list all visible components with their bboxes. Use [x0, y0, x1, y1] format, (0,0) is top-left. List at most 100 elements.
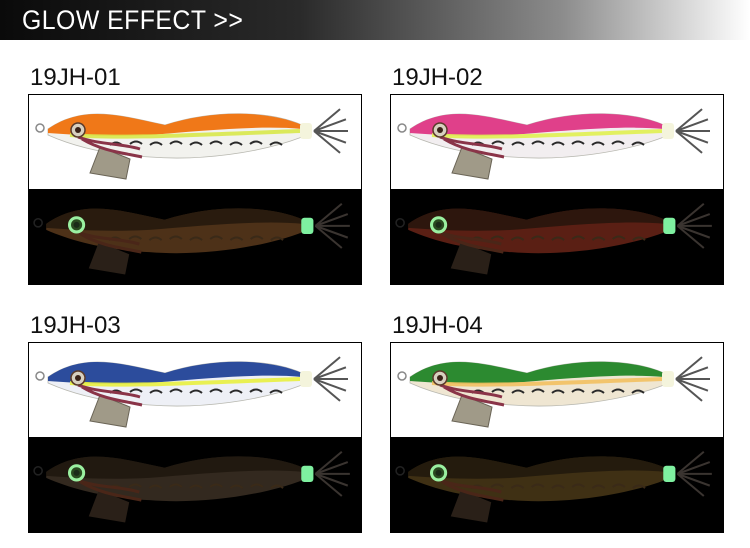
lure-marking	[551, 141, 565, 146]
lure-marking	[229, 389, 243, 394]
lure-marking	[632, 484, 646, 489]
squid-hook-spike	[313, 378, 341, 402]
lure-marking	[148, 484, 163, 489]
feather-fin	[438, 478, 504, 502]
lure-marking	[229, 236, 244, 241]
squid-hook-spike	[676, 473, 705, 497]
lure-marking	[591, 484, 606, 489]
sinker-weight	[451, 146, 493, 180]
squid-hook-spike	[314, 225, 343, 249]
lure-marking	[571, 140, 585, 145]
lure-back	[48, 361, 302, 384]
lure-glow-photo	[28, 437, 362, 533]
squid-hook-spike	[313, 130, 341, 154]
eye-pupil	[435, 221, 442, 228]
line-eye-ring	[395, 218, 405, 228]
glow-tail-band	[301, 465, 314, 482]
squid-hook-spike	[314, 202, 343, 227]
squid-hook-spike	[313, 108, 341, 132]
lure-marking	[149, 389, 163, 394]
lure-marking	[189, 484, 203, 489]
squid-hook-spike	[676, 450, 705, 475]
squid-hook-spike	[315, 224, 349, 239]
squid-hook-spike	[676, 202, 705, 227]
banner-title: GLOW EFFECT >>	[22, 5, 244, 35]
sinker-weight	[88, 490, 130, 523]
feather-fin	[77, 135, 143, 159]
lure-marking	[169, 140, 183, 145]
lure-marking	[169, 388, 183, 393]
feather-fin	[439, 135, 505, 159]
lure-marking	[209, 483, 223, 488]
lure-stripe	[69, 377, 301, 387]
eye-pupil	[437, 375, 443, 381]
line-eye-ring	[397, 123, 407, 133]
lure-marking	[209, 140, 223, 145]
lure-marking	[511, 141, 525, 146]
lure-marking	[169, 483, 183, 488]
lure-marking	[611, 388, 625, 393]
eye-pupil	[75, 127, 81, 133]
lure-back	[46, 456, 304, 479]
squid-hook-spike	[314, 473, 343, 497]
feather-fin	[439, 383, 505, 407]
lure-marking	[128, 235, 143, 240]
lure-marking	[229, 484, 244, 489]
lure-marking	[250, 483, 264, 488]
feather-fin	[76, 478, 142, 502]
eye-pupil	[73, 469, 80, 476]
tail-band	[300, 371, 312, 387]
lure-marking	[611, 140, 625, 145]
glow-lure-illustration	[33, 202, 350, 275]
squid-hook-spike	[315, 461, 349, 475]
lure-illustration	[35, 356, 348, 428]
glow-tail-band	[663, 465, 676, 482]
tail-band	[662, 123, 674, 139]
lure-marking	[612, 483, 626, 488]
sinker-weight	[89, 394, 131, 428]
lure-illustration	[35, 108, 348, 180]
glow-tail-band	[663, 217, 676, 234]
sinker-weight	[450, 490, 492, 523]
squid-hook-spike	[677, 213, 711, 227]
lure-marking	[490, 483, 505, 488]
lure-glow-photo	[390, 189, 724, 285]
squid-hook-spike	[675, 356, 703, 380]
lure-marking	[531, 483, 545, 488]
lure-marking	[591, 389, 605, 394]
squid-hook-spike	[675, 378, 709, 392]
product-code: 19JH-01	[30, 64, 121, 91]
lure-illustration	[397, 108, 710, 180]
squid-hook-spike	[313, 366, 347, 380]
lure-stripe	[431, 129, 663, 139]
lure-back	[408, 208, 666, 231]
feather-fin	[77, 383, 143, 407]
squid-hook-spike	[315, 213, 349, 227]
squid-hook-spike	[313, 378, 347, 392]
lure-back	[408, 456, 666, 479]
lure-marking	[531, 140, 545, 145]
tail-band	[662, 371, 674, 387]
line-eye-ring	[395, 466, 405, 476]
lure-marking	[531, 235, 545, 240]
feather-fin	[438, 230, 504, 254]
product-code: 19JH-03	[30, 312, 121, 339]
sinker-weight	[450, 242, 492, 275]
eye-pupil	[75, 375, 81, 381]
lure-marking	[169, 235, 183, 240]
lure-marking	[249, 140, 263, 145]
squid-hook-spike	[675, 130, 709, 144]
squid-hook-spike	[313, 130, 347, 144]
lure-illustration	[397, 356, 710, 428]
lure-marking	[148, 236, 163, 241]
lure-marking	[510, 236, 525, 241]
lure-marking	[571, 483, 585, 488]
line-eye-ring	[33, 466, 43, 476]
lure-marking	[531, 388, 545, 393]
squid-hook-spike	[675, 108, 703, 132]
lure-stripe	[431, 377, 663, 387]
lure-daylight-photo	[28, 94, 362, 190]
lure-marking	[490, 235, 505, 240]
lure-back	[48, 113, 302, 136]
lure-marking	[189, 236, 203, 241]
